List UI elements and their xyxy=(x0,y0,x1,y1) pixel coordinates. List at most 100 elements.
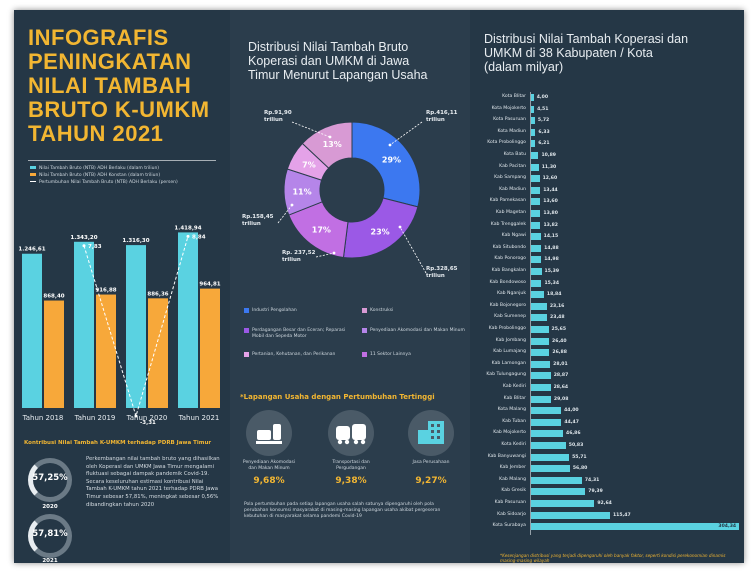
bar-ntb-berlaku xyxy=(22,253,42,408)
callout-label: Rp.328,65 triliun xyxy=(426,266,458,280)
donut-slice xyxy=(301,121,353,169)
district-bar xyxy=(531,198,541,206)
legend-swatch xyxy=(30,166,36,169)
district-bar xyxy=(531,430,564,438)
ring-year: 2021 xyxy=(42,558,58,563)
district-bar xyxy=(531,511,610,519)
bar-ntb-konstan xyxy=(44,300,64,408)
callout-amount: Rp.416,11 xyxy=(426,110,458,116)
district-label: Kab Tuban xyxy=(502,418,526,424)
district-bar xyxy=(531,523,740,531)
district-label: Kota Probolinggo xyxy=(487,140,526,146)
district-label: Kab Pamekasan xyxy=(489,198,526,204)
callout-amount: Rp. 237,52 xyxy=(282,250,316,256)
legend-item: Nilai Tambah Bruto (NTB) ADH Konstan (da… xyxy=(30,173,160,178)
callout-line xyxy=(315,252,335,258)
district-value: 55,71 xyxy=(572,454,587,460)
district-bar xyxy=(531,117,535,125)
callout-dot xyxy=(332,251,336,255)
right-panel: Distribusi Nilai Tambah Koperasi dan UMK… xyxy=(470,10,744,563)
district-value: 4,00 xyxy=(536,95,549,100)
district-title-line: Distribusi Nilai Tambah Koperasi dan xyxy=(484,32,689,46)
district-bar xyxy=(531,221,541,229)
x-tick-label: Tahun 2018 xyxy=(22,414,64,422)
district-value: 50,83 xyxy=(568,443,584,448)
district-value: 74,31 xyxy=(584,477,600,483)
callout-label: Rp.158,45 triliun xyxy=(242,214,274,228)
contribution-ring-2021 xyxy=(28,514,72,558)
slice-label: 11% xyxy=(292,188,311,197)
district-value: 44,00 xyxy=(564,408,579,414)
district-bar xyxy=(531,384,551,391)
district-bar xyxy=(531,279,542,287)
growth-label: 7,83 xyxy=(88,244,102,250)
district-label: Kab Sumenep xyxy=(494,314,526,320)
growth-note: Pola pertumbuhan pada setiap lapangan us… xyxy=(244,502,441,520)
growth-point xyxy=(82,244,86,248)
district-value: 13,44 xyxy=(543,187,558,193)
donut-legend-item: Industri Pengolahan xyxy=(244,308,352,314)
legend-label: Pertumbuhan Nilai Tambah Bruto (NTB) ADH… xyxy=(39,180,178,185)
growth-label: -3,31 xyxy=(140,420,156,426)
sector-growth-value: 9,27% xyxy=(415,476,447,486)
district-bar xyxy=(531,488,586,496)
district-value: 115,47 xyxy=(612,512,631,518)
sector-name: Transportasi dan Pergudangan xyxy=(332,460,370,471)
district-value: 6,33 xyxy=(538,129,550,135)
district-value: 23,48 xyxy=(550,315,565,321)
district-label: Kab Sampang xyxy=(494,175,526,181)
district-value: 14,98 xyxy=(544,257,559,263)
hotel-icon xyxy=(246,410,292,456)
district-value: 11,30 xyxy=(541,164,557,170)
ring-year: 2020 xyxy=(42,504,58,510)
donut-title-line: Distribusi Nilai Tambah Bruto xyxy=(248,40,409,54)
donut-title-line: Koperasi dan UMKM di Jawa xyxy=(248,54,410,68)
district-bar xyxy=(531,233,541,241)
slice-label: 13% xyxy=(323,140,342,149)
callout-unit: triliun xyxy=(282,257,301,263)
callout-amount: Rp.91,90 xyxy=(264,110,292,116)
donut-legend-item: 11 Sektor Lainnya xyxy=(362,352,470,358)
growth-label: 8,84 xyxy=(192,234,206,240)
left-panel: INFOGRAFIS PENINGKATAN NILAI TAMBAH BRUT… xyxy=(14,10,230,564)
transport-icon xyxy=(328,410,374,456)
district-bar xyxy=(531,453,570,461)
district-value: 29,08 xyxy=(553,396,569,402)
district-title-line: UMKM di 38 Kabupaten / Kota xyxy=(484,46,653,60)
sector-growth-value: 9,38% xyxy=(335,476,367,486)
legend-label: Industri Pengolahan xyxy=(252,308,297,313)
legend-label: Pertanian, Kehutanan, dan Perikanan xyxy=(252,352,336,357)
bar-value-label: 886,36 xyxy=(147,291,168,297)
bar-ntb-konstan xyxy=(148,298,168,408)
bar-ntb-berlaku xyxy=(178,232,198,408)
district-label: Kab Ngawi xyxy=(501,233,526,239)
district-value: 25,65 xyxy=(551,327,567,332)
district-value: 92,64 xyxy=(597,501,612,506)
district-bar xyxy=(531,140,536,148)
district-value: 18,84 xyxy=(546,292,562,298)
district-label: Kab Mojokerto xyxy=(493,430,526,436)
district-bar xyxy=(531,268,542,275)
district-label: Kab Bojonegoro xyxy=(489,302,526,308)
district-value: 13,60 xyxy=(543,199,558,205)
x-tick-label: Tahun 2021 xyxy=(178,414,220,422)
sector-donut-chart: 29% 23% 17% 11% 7% 13% xyxy=(277,121,427,274)
district-label: Kab Kediri xyxy=(502,384,526,389)
bar-value-label: 964,81 xyxy=(199,282,220,288)
callout-amount: Rp.158,45 xyxy=(242,214,274,220)
legend-swatch xyxy=(362,308,367,313)
district-bar xyxy=(531,337,550,345)
ntb-bar-chart: 1.246,61 868,40 Tahun 2018 1.343,20 916,88 Ta… xyxy=(18,225,220,426)
district-label: Kab Sidoarjo xyxy=(497,511,526,517)
district-bar xyxy=(531,175,540,183)
district-bar xyxy=(531,186,541,194)
slice-label: 29% xyxy=(382,155,401,164)
donut-legend-item: Pertanian, Kehutanan, dan Perikanan xyxy=(244,352,352,358)
slice-label: 7% xyxy=(302,161,316,170)
legend-swatch xyxy=(30,181,36,182)
growth-point xyxy=(186,234,190,238)
district-value: 14,88 xyxy=(544,245,559,251)
callout-label: Rp. 237,52 triliun xyxy=(282,250,315,264)
donut-title: Distribusi Nilai Tambah Bruto Koperasi d… xyxy=(248,40,428,82)
district-bar xyxy=(531,326,549,333)
